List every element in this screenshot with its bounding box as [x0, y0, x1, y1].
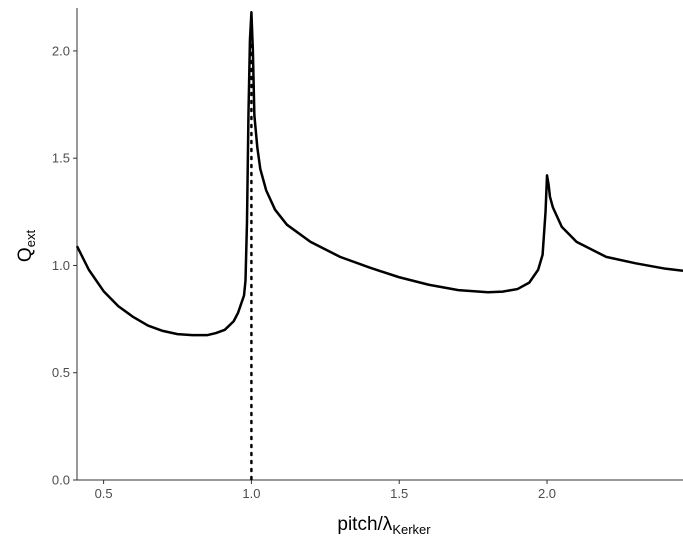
x-tick-label: 1.0 [242, 486, 260, 501]
y-tick-label: 2.0 [52, 43, 70, 58]
y-tick-label: 0.0 [52, 473, 70, 488]
x-tick-label: 1.5 [390, 486, 408, 501]
x-tick-label: 2.0 [538, 486, 556, 501]
series-line [75, 11, 683, 337]
y-tick-label: 1.0 [52, 258, 70, 273]
x-tick-label: 0.5 [95, 486, 113, 501]
y-axis-ticks: 0.0 0.5 1.0 1.5 2.0 [52, 43, 77, 488]
y-tick-label: 0.5 [52, 365, 70, 380]
y-tick-label: 1.5 [52, 151, 70, 166]
y-axis-title: Qext [15, 230, 38, 263]
x-axis-ticks: 0.5 1.0 1.5 2.0 [95, 480, 556, 501]
x-axis-title: pitch/λKerker [337, 514, 431, 536]
